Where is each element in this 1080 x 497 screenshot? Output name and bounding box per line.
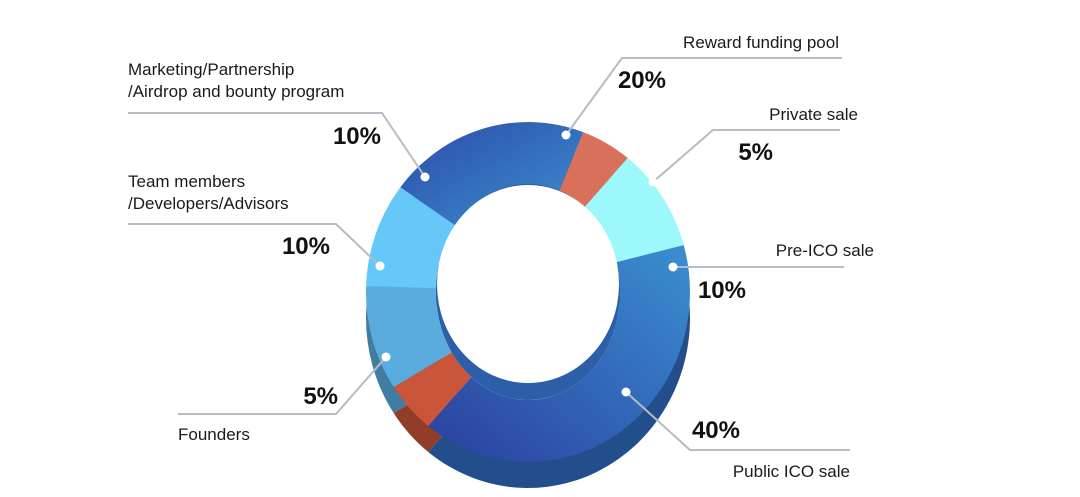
slice-value-public-ico-sale: 40% <box>692 417 740 444</box>
slice-label-founders: Founders <box>178 425 250 444</box>
slice-value-team-members: 10% <box>282 233 330 260</box>
slice-value-pre-ico-sale: 10% <box>698 277 746 304</box>
leader-line-private-sale <box>652 129 840 183</box>
slice-marketing-partnership <box>366 187 456 289</box>
slice-team-members <box>366 286 452 388</box>
slice-label-marketing-partnership: Marketing/Partnership/Airdrop and bounty… <box>128 60 344 101</box>
leader-line-marketing-partnership <box>128 112 426 178</box>
slice-label-public-ico-sale: Public ICO sale <box>733 462 850 481</box>
slice-label-team-members: Team members/Developers/Advisors <box>128 172 289 213</box>
leader-dot-reward-funding-pool <box>561 130 571 140</box>
slice-private-sale <box>559 132 628 207</box>
slice-public-ico-sale <box>428 245 690 462</box>
donut-slices <box>366 121 690 462</box>
slice-pre-ico-sale <box>584 158 684 263</box>
leader-dot-team-members <box>375 261 385 271</box>
slice-label-reward-funding-pool: Reward funding pool <box>683 33 839 52</box>
slice-value-private-sale: 5% <box>738 139 773 166</box>
leader-dot-public-ico-sale <box>621 387 631 397</box>
leader-line-reward-funding-pool <box>565 57 842 136</box>
slice-reward-funding-pool <box>400 121 584 226</box>
slice-value-marketing-partnership: 10% <box>333 123 381 150</box>
leader-line-public-ico-sale <box>625 391 850 451</box>
leader-line-founders <box>178 356 387 415</box>
leader-dot-founders <box>381 352 391 362</box>
hole-center <box>437 185 619 383</box>
slice-value-founders: 5% <box>303 383 338 410</box>
slice-value-reward-funding-pool: 20% <box>618 67 666 94</box>
slice-founders <box>393 352 472 426</box>
donut-hole <box>436 184 620 400</box>
leader-dot-marketing-partnership <box>420 172 430 182</box>
leader-dot-pre-ico-sale <box>668 262 678 272</box>
leader-dot-private-sale <box>648 177 658 187</box>
donut-labels: Reward funding pool 20% Private sale 5% Pre-… <box>128 33 874 481</box>
slice-label-private-sale: Private sale <box>769 105 858 124</box>
leader-line-team-members <box>128 223 381 267</box>
slice-label-pre-ico-sale: Pre-ICO sale <box>776 241 874 260</box>
